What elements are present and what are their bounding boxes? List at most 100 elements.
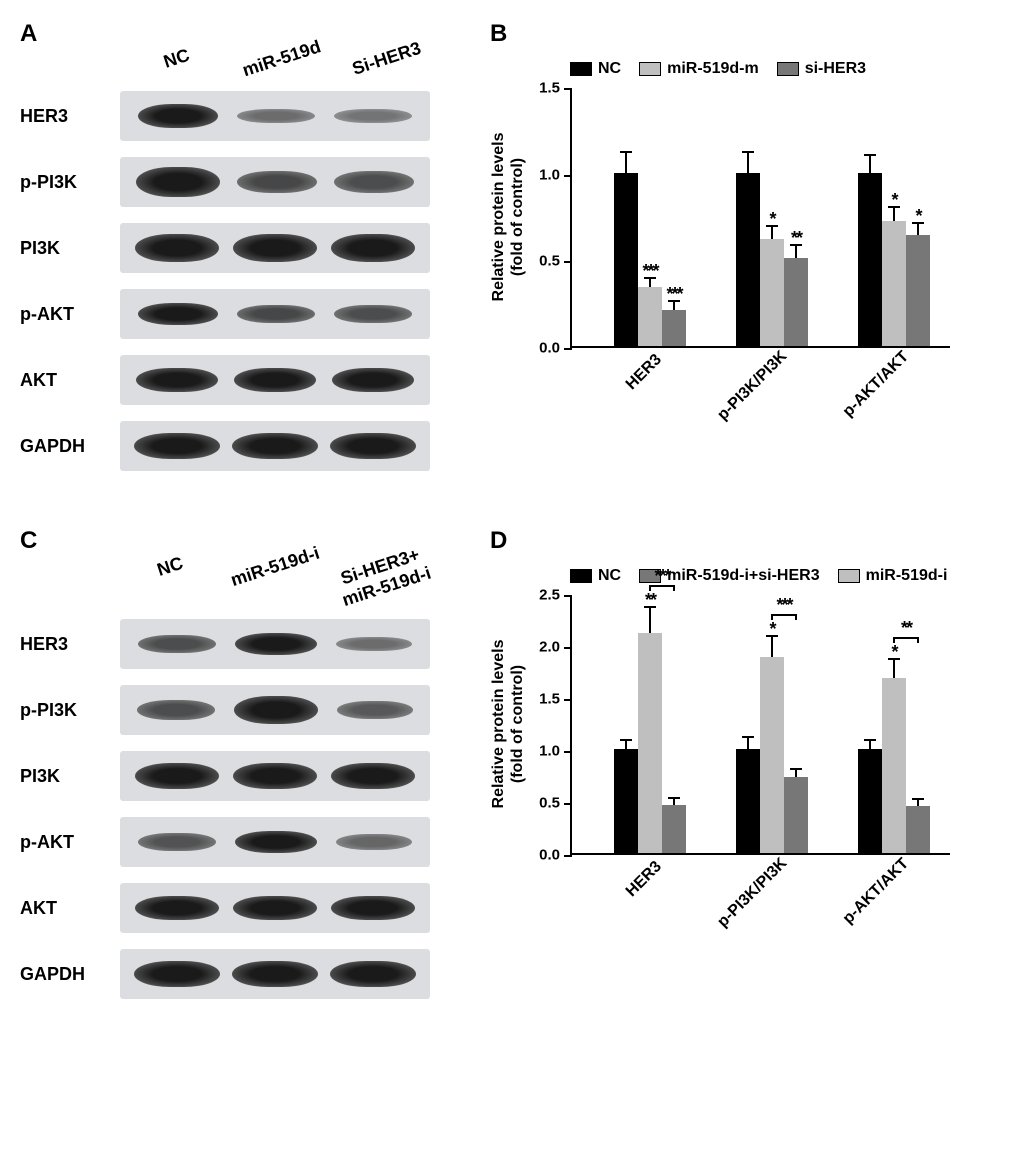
- blot-row: HER3: [20, 619, 460, 669]
- blot-row: GAPDH: [20, 949, 460, 999]
- blot-lanes: [120, 685, 430, 735]
- error-cap: [912, 798, 924, 800]
- blot-row: p-PI3K: [20, 685, 460, 735]
- error-bar: [917, 799, 919, 806]
- blot-row-label: p-AKT: [20, 304, 120, 325]
- blot-lanes: [120, 949, 430, 999]
- error-bar: [747, 737, 749, 749]
- legend-label: si-HER3: [805, 60, 866, 78]
- bar: [784, 258, 808, 346]
- band: [331, 896, 415, 920]
- legend-swatch: [838, 569, 860, 583]
- significance-marker: *: [891, 191, 896, 209]
- legend-swatch: [570, 62, 592, 76]
- band: [134, 961, 220, 987]
- band: [334, 305, 412, 323]
- significance-marker: *: [915, 207, 920, 225]
- legend-item: NC: [570, 567, 621, 585]
- panel-b: B NCmiR-519d-msi-HER3 Relative protein l…: [490, 20, 1010, 487]
- blot-row-label: HER3: [20, 106, 120, 127]
- bar: [760, 239, 784, 346]
- blot-row-label: GAPDH: [20, 964, 120, 985]
- bar: [638, 287, 662, 346]
- significance-bracket-tick: [917, 637, 919, 643]
- band: [332, 368, 414, 392]
- bar: [858, 749, 882, 853]
- y-tick-label: 1.0: [539, 743, 572, 760]
- panel-d-label: D: [490, 527, 507, 555]
- significance-marker: *: [769, 620, 774, 638]
- bar: [614, 749, 638, 853]
- band: [135, 896, 219, 920]
- bar: [736, 173, 760, 346]
- error-cap: [790, 768, 802, 770]
- panel-b-chart: Relative protein levels(fold of control)…: [570, 88, 1010, 458]
- band: [135, 763, 219, 789]
- error-bar: [747, 152, 749, 173]
- legend-swatch: [639, 62, 661, 76]
- significance-marker: **: [645, 591, 655, 609]
- blot-row-label: PI3K: [20, 766, 120, 787]
- blot-lanes: [120, 817, 430, 867]
- panel-c-label: C: [20, 527, 37, 555]
- band: [334, 109, 412, 123]
- band: [336, 637, 412, 651]
- blot-lanes: [120, 157, 430, 207]
- band: [331, 234, 415, 262]
- blot-lanes: [120, 91, 430, 141]
- panel-b-label: B: [490, 20, 507, 48]
- blot-lanes: [120, 619, 430, 669]
- bar: [906, 806, 930, 853]
- y-axis-label: Relative protein levels(fold of control): [489, 640, 527, 809]
- band: [233, 896, 317, 920]
- band: [136, 167, 220, 197]
- panel-a-blots: HER3p-PI3KPI3Kp-AKTAKTGAPDH: [20, 91, 460, 471]
- error-cap: [668, 797, 680, 799]
- legend-label: miR-519d-i: [866, 567, 948, 585]
- band: [232, 433, 318, 459]
- error-cap: [864, 154, 876, 156]
- band: [137, 700, 215, 720]
- significance-bracket-tick: [893, 637, 895, 643]
- blot-lanes: [120, 355, 430, 405]
- band: [237, 109, 315, 123]
- panel-d-chart: Relative protein levels(fold of control)…: [570, 595, 1010, 965]
- y-tick-label: 1.5: [539, 80, 572, 97]
- significance-marker: ***: [654, 567, 669, 585]
- bar: [662, 805, 686, 853]
- bar: [638, 633, 662, 853]
- blot-row-label: p-PI3K: [20, 172, 120, 193]
- y-tick-label: 0.5: [539, 795, 572, 812]
- bar: [858, 173, 882, 346]
- error-bar: [869, 740, 871, 749]
- significance-marker: ***: [666, 285, 681, 303]
- error-bar: [673, 798, 675, 805]
- error-bar: [625, 740, 627, 749]
- significance-marker: *: [891, 643, 896, 661]
- error-bar: [771, 636, 773, 658]
- bar: [662, 310, 686, 346]
- blot-row: PI3K: [20, 223, 460, 273]
- y-axis-label: Relative protein levels(fold of control): [489, 133, 527, 302]
- legend-swatch: [570, 569, 592, 583]
- y-tick-label: 0.0: [539, 847, 572, 864]
- bar: [736, 749, 760, 853]
- error-cap: [742, 151, 754, 153]
- band: [334, 171, 414, 193]
- band: [138, 635, 216, 653]
- band: [237, 171, 317, 193]
- band: [237, 305, 315, 323]
- y-tick-label: 2.5: [539, 587, 572, 604]
- y-tick-label: 0.0: [539, 340, 572, 357]
- band: [136, 368, 218, 392]
- blot-lanes: [120, 883, 430, 933]
- blot-lanes: [120, 223, 430, 273]
- band: [138, 104, 218, 128]
- error-bar: [649, 607, 651, 633]
- panel-d: D NCmiR-519d-i+si-HER3miR-519d-i Relativ…: [490, 527, 1010, 1015]
- significance-bracket-tick: [649, 585, 651, 591]
- bar: [906, 235, 930, 346]
- band: [138, 833, 216, 851]
- error-cap: [620, 151, 632, 153]
- panel-c: C NCmiR-519d-iSi-HER3+miR-519d-i HER3p-P…: [20, 527, 460, 1015]
